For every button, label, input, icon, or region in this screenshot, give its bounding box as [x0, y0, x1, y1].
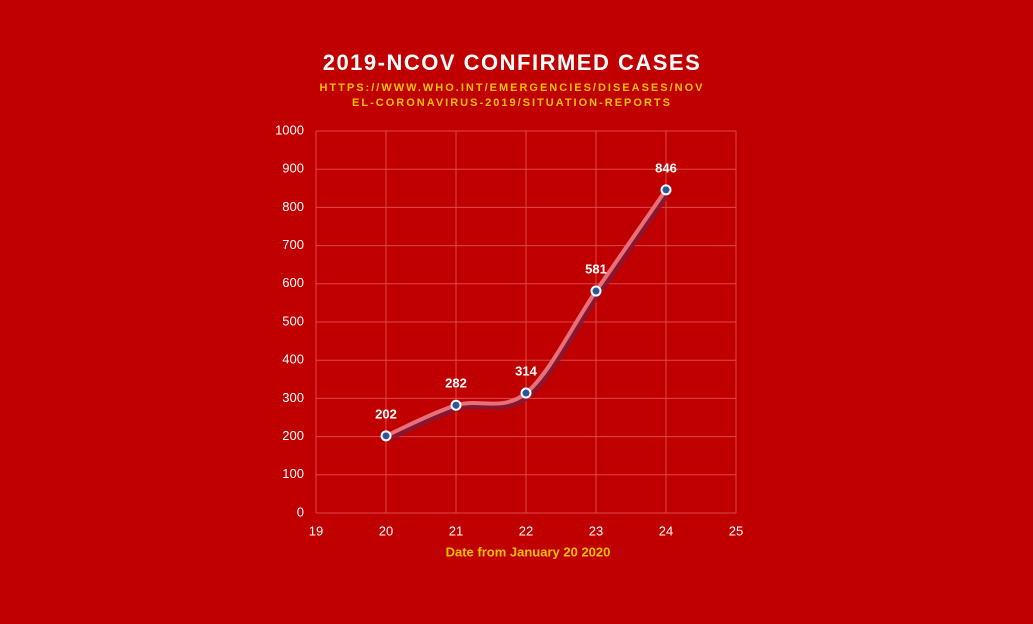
x-tick-label: 25	[729, 523, 743, 538]
x-axis-label: Date from January 20 2020	[446, 544, 611, 559]
chart-title: 2019-NCOV CONFIRMED CASES	[323, 50, 702, 75]
data-label: 282	[445, 376, 467, 391]
y-tick-label: 200	[282, 428, 304, 443]
y-tick-label: 600	[282, 275, 304, 290]
x-tick-label: 20	[379, 523, 393, 538]
y-tick-label: 700	[282, 237, 304, 252]
chart-subtitle: EL-CORONAVIRUS-2019/SITUATION-REPORTS	[352, 97, 672, 109]
y-tick-label: 400	[282, 352, 304, 367]
y-tick-label: 0	[297, 504, 304, 519]
line-shadow	[386, 191, 671, 442]
point	[660, 184, 672, 196]
x-tick-label: 23	[589, 523, 603, 538]
x-tick-label: 22	[519, 523, 533, 538]
line	[385, 188, 668, 438]
y-tick-label: 500	[282, 313, 304, 328]
y-tick-label: 300	[282, 390, 304, 405]
point	[380, 430, 392, 442]
y-tick-label: 1000	[275, 122, 304, 137]
point	[450, 399, 462, 411]
data-label: 202	[375, 406, 397, 421]
x-tick-label: 21	[449, 523, 463, 538]
y-tick-label: 800	[282, 199, 304, 214]
data-label: 581	[585, 261, 607, 276]
data-label: 314	[515, 363, 537, 378]
point	[520, 387, 532, 399]
x-tick-label: 24	[659, 523, 673, 538]
x-tick-label: 19	[309, 523, 323, 538]
point	[590, 285, 602, 297]
data-label: 846	[655, 160, 677, 175]
chart-subtitle: HTTPS://WWW.WHO.INT/EMERGENCIES/DISEASES…	[319, 82, 704, 94]
y-tick-label: 900	[282, 161, 304, 176]
y-tick-label: 100	[282, 466, 304, 481]
